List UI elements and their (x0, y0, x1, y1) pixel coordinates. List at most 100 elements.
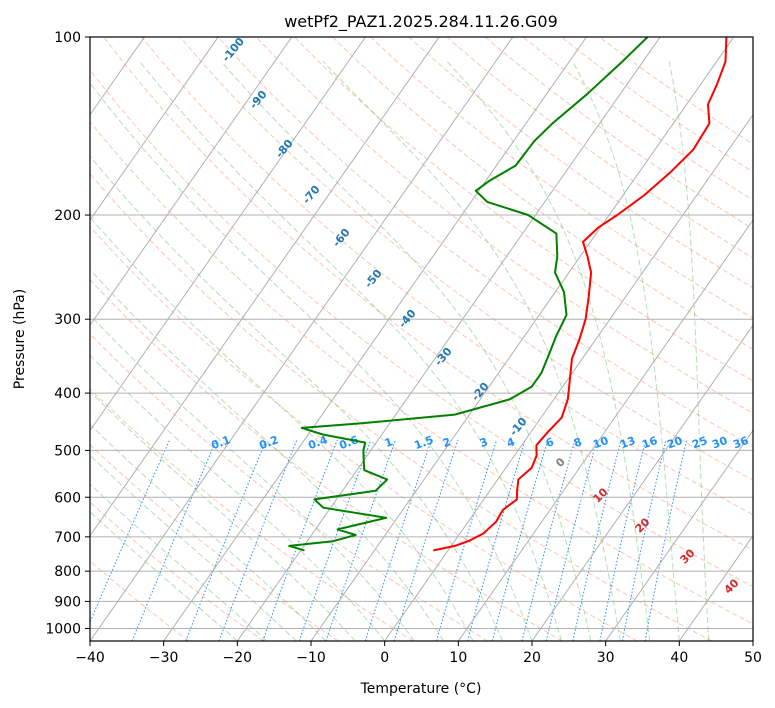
mixing-ratio-line (298, 439, 372, 641)
moist-adiabat-line (90, 268, 445, 641)
y-tick-label: 200 (54, 208, 81, 224)
y-axis-ticks: 100 200 300 400 500 600 700 800 900 1000 (45, 30, 90, 637)
isotherm-line (90, 37, 219, 221)
mixing-ratio-label: 10 (591, 434, 610, 452)
moist-adiabat-line (90, 314, 415, 641)
gridlines (90, 37, 753, 629)
x-tick-label: 40 (670, 650, 688, 666)
moist-adiabat-line (90, 216, 474, 641)
moist-adiabat-line (90, 390, 356, 641)
mixing-ratio-label: 20 (665, 434, 684, 452)
mixing-ratio-label: 36 (731, 434, 750, 452)
plot-frame (89, 36, 754, 642)
dewpoint-line (288, 37, 649, 552)
moist-adiabat-line (90, 483, 268, 641)
isotherm-line (384, 113, 753, 641)
dry-adiabat-line (90, 333, 488, 641)
dry-adiabat-line (332, 37, 753, 350)
mixing-ratio-line (131, 439, 217, 641)
y-tick-label: 500 (54, 443, 81, 459)
chart-title: wetPf2_PAZ1.2025.284.11.26.G09 (284, 12, 558, 32)
mixing-ratio-line (218, 439, 298, 641)
moist-adiabat-line (90, 155, 503, 641)
x-tick-label: 10 (449, 650, 467, 666)
isotherm-line (90, 37, 293, 327)
mixing-ratio-label: 1 (383, 435, 395, 450)
isotherm-line (310, 37, 735, 641)
x-tick-label: −40 (75, 650, 105, 666)
mixing-ratio-line (599, 439, 647, 641)
dry-adiabat-line (370, 37, 753, 319)
dry-adiabat-line (90, 69, 753, 588)
x-tick-label: 50 (744, 650, 762, 666)
mixing-ratio-line (467, 439, 526, 641)
mixing-ratio-line (262, 439, 338, 641)
dry-adiabat-line (90, 172, 712, 641)
isotherm-line (90, 37, 440, 537)
x-tick-label: −10 (296, 650, 326, 666)
mixing-ratio-label: 1.5 (412, 433, 435, 452)
mixing-ratio-line (621, 439, 667, 641)
y-tick-label: 1000 (45, 621, 81, 637)
y-axis-title: Pressure (hPa) (12, 289, 28, 389)
mixing-ratio-label: 8 (572, 435, 584, 450)
y-tick-label: 800 (54, 564, 81, 580)
dry-adiabat-line (90, 444, 339, 641)
x-tick-label: −30 (149, 650, 179, 666)
moist-adiabat-line (90, 354, 386, 641)
temperature-line (433, 37, 728, 552)
mixing-ratio-line (644, 439, 688, 641)
mixing-ratio-line (545, 439, 598, 641)
isotherm-line (531, 324, 753, 641)
y-tick-label: 900 (54, 594, 81, 610)
x-tick-label: 30 (597, 650, 615, 666)
isotherm-line (90, 37, 367, 432)
mixing-ratio-line (572, 439, 622, 641)
dry-adiabat-line (141, 37, 753, 516)
mixing-ratio-label: 25 (690, 434, 709, 451)
x-axis-title: Temperature (°C) (360, 681, 482, 697)
moist-adiabat-line (572, 61, 680, 641)
x-tick-label: 0 (380, 650, 389, 666)
mixing-ratio-label: 16 (640, 434, 659, 452)
x-axis-ticks: −40 −30 −20 −10 0 10 20 30 40 50 (75, 641, 762, 666)
isotherm-line (457, 219, 753, 641)
skewed-isotherms (90, 37, 753, 641)
plot-area: -100-90-80-70-60-50-40-30-20-100.1 0.2 0.4… (90, 37, 753, 641)
isotherm-line (678, 534, 753, 641)
dry-adiabat-line (90, 120, 753, 625)
dry-adiabat-line (90, 560, 190, 641)
mixing-ratio-label: 13 (618, 434, 637, 451)
moist-adiabat-line (220, 61, 592, 641)
dry-adiabat-line (217, 37, 753, 447)
mixing-ratio-line (364, 439, 433, 641)
isotherm-line (163, 37, 588, 641)
mixing-ratio-label: 6 (544, 435, 556, 450)
isotherm-line (605, 429, 753, 641)
moist-adiabat-line (668, 61, 710, 641)
moist-adiabat-line (90, 454, 297, 641)
mixing-ratio-label: 4 (505, 435, 517, 450)
y-tick-label: 300 (54, 312, 81, 328)
moist-adiabat-line (446, 61, 651, 641)
mixing-ratio-line (325, 439, 396, 641)
y-tick-label: 100 (54, 30, 81, 46)
profile-series (288, 37, 728, 552)
mixing-ratio-line (435, 439, 498, 641)
dry-adiabat-line (90, 278, 563, 641)
dry-adiabat-line (103, 37, 753, 551)
mixing-ratio-label: 0.1 (209, 433, 232, 452)
x-tick-label: 20 (523, 650, 541, 666)
x-tick-label: −20 (223, 650, 253, 666)
moist-adiabat-line (322, 61, 621, 641)
mixing-ratio-line (90, 439, 171, 624)
mixing-ratio-label: 2 (441, 435, 453, 450)
mixing-ratio-label: 30 (710, 434, 729, 452)
mixing-ratio-lines (90, 439, 688, 641)
mixing-ratio-label: 0.4 (306, 433, 329, 452)
mixing-ratio-label: 0.2 (257, 433, 280, 452)
isotherm-line (90, 37, 514, 641)
dry-adiabats (90, 37, 753, 641)
moist-adiabat-line (139, 61, 562, 641)
